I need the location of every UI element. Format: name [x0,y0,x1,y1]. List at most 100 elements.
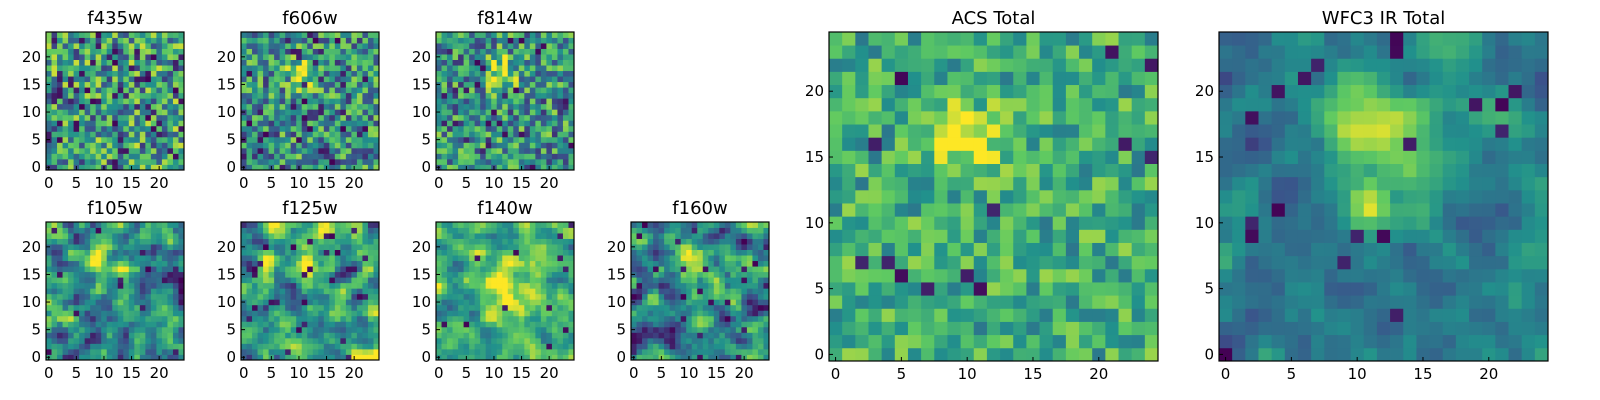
heatmap-cell [546,315,553,322]
heatmap-cell [557,76,564,83]
heatmap-cell [101,255,108,262]
heatmap-cell [458,103,464,110]
heatmap-cell [367,81,374,88]
heatmap-cell [79,238,86,245]
heatmap-cell [746,337,753,344]
heatmap-cell [351,288,358,295]
heatmap-cell [868,282,883,296]
heatmap-cell [724,315,731,322]
heatmap-cell [62,153,69,160]
heatmap-cell [145,238,152,245]
heatmap-cell [529,70,536,77]
heatmap-cell [463,43,470,49]
heatmap-cell [436,131,442,138]
heatmap-cell [172,310,179,317]
heatmap-cell [128,153,135,160]
heatmap-cell [947,268,961,283]
heatmap-cell [246,304,253,311]
heatmap-cell [730,310,737,317]
heatmap-cell [463,109,470,116]
heatmap-cell [123,233,130,239]
heatmap-cell [1065,150,1080,164]
heatmap-cell [485,76,492,83]
heatmap-cell [156,299,163,306]
heatmap-cell [507,348,514,355]
heatmap-cell [474,255,481,262]
heatmap-cell [507,288,514,295]
heatmap-cell [447,103,453,110]
heatmap-cell [458,354,464,361]
heatmap-cell [842,347,856,362]
heatmap-cell [345,37,352,44]
heatmap-cells [241,32,380,171]
heatmap-cell [1026,163,1040,178]
heatmap-cell [894,150,909,164]
heatmap-cell [117,103,124,110]
heatmap-cell [540,32,547,38]
heatmap-cell [529,136,536,143]
heatmap-cell [458,255,464,262]
heatmap-cell [57,354,63,361]
heatmap-cell [362,255,369,262]
heatmap-cell [524,354,531,361]
heatmap-cell [691,321,698,328]
heatmap-cell [329,244,336,250]
heatmap-cell [647,233,654,239]
heatmap-cell [546,76,553,83]
heatmap-cell [252,260,258,267]
heatmap-cell [474,282,481,289]
heatmap-cell [947,176,961,191]
heatmap-cell [1105,124,1119,138]
heatmap-cell [362,326,369,333]
heatmap-cell [463,65,470,72]
heatmap-cell [1092,150,1106,164]
heatmap-cell [112,103,119,110]
heatmap-cell [367,158,374,165]
heatmap-cell [540,238,547,245]
heatmap-cell [697,233,704,239]
heatmap-cell [562,244,569,250]
heatmap-cell [128,266,135,273]
heatmap-cell [167,37,174,44]
heatmap-cell [947,321,961,336]
heatmap-cell [161,153,168,160]
heatmap-cell [669,271,676,278]
heatmap-cell [562,343,569,350]
heatmap-cell [907,176,922,191]
heatmap-cell [296,76,303,83]
heatmap-cell [562,65,569,72]
heatmap-cell [57,65,63,72]
heatmap-cell [367,109,374,116]
x-tick-label: 0 [44,364,54,382]
heatmap-cell [447,348,453,355]
heatmap-cell [868,216,883,230]
heatmap-cell [106,348,113,355]
heatmap-cell [447,109,453,116]
heatmap-cell [669,299,676,306]
heatmap-cell [285,70,292,77]
heatmap-cell [156,227,163,234]
heatmap-cell [145,76,152,83]
heatmap-cell [921,255,935,270]
heatmap-cell [62,142,69,149]
heatmap-cell [746,227,753,234]
heatmap-cell [323,249,330,256]
heatmap-cell [112,120,119,127]
heatmap-cell [855,163,869,178]
heatmap-cell [329,59,336,66]
heatmap-cell [178,304,185,311]
heatmap-cell [562,109,569,116]
heatmap-cell [491,304,498,311]
heatmap-cell [447,81,453,88]
heatmap-cell [90,164,97,171]
heatmap-cell [167,103,174,110]
heatmap-cell [973,124,988,138]
heatmap-cell [367,114,374,121]
heatmap-cell [95,271,102,278]
heatmap-cell [540,337,547,344]
heatmap-cell [653,337,659,344]
heatmap-cell [518,48,525,55]
heatmap-cell [829,110,843,125]
heatmap-cell [178,109,185,116]
